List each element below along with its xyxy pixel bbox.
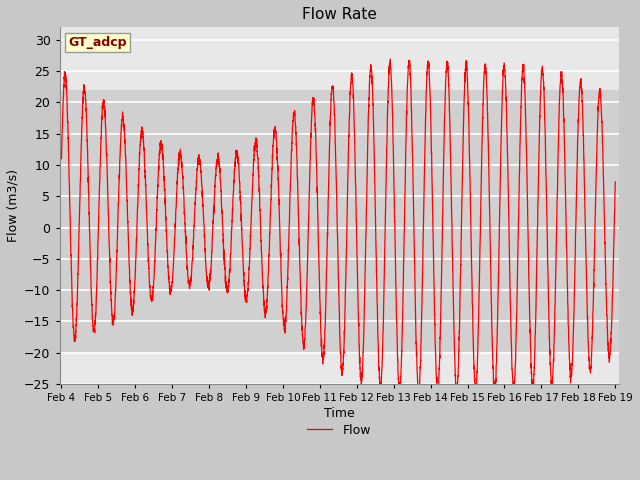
X-axis label: Time: Time — [324, 407, 355, 420]
Flow — [321, 339, 328, 345]
Flow — [611, 179, 619, 185]
Flow — [460, 101, 468, 107]
Flow — [415, 391, 422, 397]
Bar — [60, 90, 619, 353]
Flow — [595, 100, 602, 106]
Flow — [294, 211, 302, 217]
Flow — [387, 56, 394, 62]
Y-axis label: Flow (m3/s): Flow (m3/s) — [7, 169, 20, 242]
Flow — [58, 156, 65, 161]
Flow — [567, 369, 575, 374]
Text: GT_adcp: GT_adcp — [68, 36, 127, 49]
Flow — [290, 112, 298, 118]
Title: Flow Rate: Flow Rate — [302, 7, 377, 22]
Line: Flow: Flow — [61, 59, 615, 394]
Legend: Flow: Flow — [303, 419, 376, 442]
